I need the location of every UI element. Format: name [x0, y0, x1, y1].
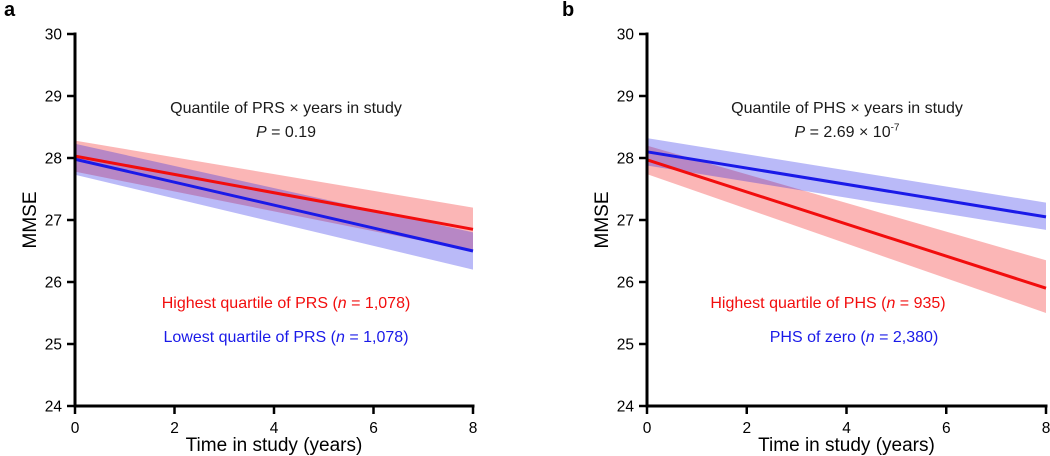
trend-line — [646, 158, 1047, 290]
x-tick-label: 0 — [71, 420, 80, 437]
legend-n-value: = 1,078) — [344, 329, 409, 346]
legend-n-value: = 1,078) — [346, 295, 411, 312]
panel-b-legend-phs-zero: PHS of zero (n = 2,380) — [770, 329, 939, 347]
y-tick-label: 28 — [617, 151, 634, 168]
n-symbol: n — [865, 329, 875, 346]
y-tick-label: 30 — [45, 27, 63, 44]
panel-a-annotation: Quantile of PRS × years in study P = 0.1… — [170, 97, 402, 145]
panel-b-label: b — [562, 0, 575, 21]
y-axis-title: MMSE — [20, 192, 41, 249]
panel-a-legend-lowest-quartile: Lowest quartile of PRS (n = 1,078) — [163, 329, 408, 347]
x-tick-label: 8 — [469, 420, 478, 437]
legend-n-value: = 935) — [895, 295, 946, 312]
x-tick-label: 4 — [270, 420, 279, 437]
y-tick-label: 29 — [617, 89, 634, 106]
panel-b: b 24 25 26 27 28 29 30 0 2 4 6 8 Time in study (year… — [525, 0, 1050, 456]
p-value-text: = 0.19 — [266, 124, 317, 141]
panel-a: a 24 25 26 27 28 29 30 0 2 4 6 8 Time in study (year… — [4, 0, 478, 456]
x-axis-title: Time in study (years) — [186, 435, 363, 456]
panel-b-annotation-line1: Quantile of PHS × years in study — [731, 100, 963, 117]
x-tick-label: 0 — [643, 420, 652, 437]
x-tick-label: 4 — [842, 420, 851, 437]
panel-b-annotation-pvalue: P = 2.69 × 10-7 — [731, 121, 963, 145]
p-symbol: P — [794, 124, 806, 141]
y-tick-label: 27 — [45, 213, 62, 230]
y-tick-label: 30 — [617, 27, 635, 44]
y-tick-label: 25 — [45, 337, 62, 354]
x-tick-label: 6 — [942, 420, 951, 437]
y-tick-label: 29 — [45, 89, 62, 106]
n-symbol: n — [336, 329, 345, 346]
trend-line — [646, 150, 1047, 219]
y-tick-label: 24 — [617, 399, 635, 416]
y-tick-label: 26 — [617, 275, 634, 292]
legend-text: Highest quartile of PHS ( — [710, 295, 887, 312]
panel-a-legend-highest-quartile: Highest quartile of PRS (n = 1,078) — [162, 295, 411, 313]
p-exponent: -7 — [890, 122, 900, 134]
y-axis-title: MMSE — [592, 192, 613, 249]
panel-a-annotation-pvalue: P = 0.19 — [170, 121, 402, 145]
legend-text: Highest quartile of PRS ( — [161, 295, 338, 312]
y-tick-label: 27 — [617, 213, 634, 230]
p-value-text: = 2.69 × 10 — [805, 124, 891, 141]
x-axis-title: Time in study (years) — [758, 435, 935, 456]
legend-text: PHS of zero ( — [769, 329, 866, 346]
x-tick-label: 8 — [1042, 420, 1050, 437]
panel-b-legend-highest-quartile: Highest quartile of PHS (n = 935) — [710, 295, 945, 313]
p-symbol: P — [255, 124, 267, 141]
ci-band — [647, 145, 1046, 313]
n-symbol: n — [337, 295, 347, 312]
panel-a-annotation-line1: Quantile of PRS × years in study — [170, 100, 402, 117]
y-tick-label: 26 — [45, 275, 62, 292]
x-tick-label: 6 — [369, 420, 378, 437]
x-tick-label: 2 — [742, 420, 751, 437]
legend-text: Lowest quartile of PRS ( — [163, 329, 337, 346]
y-tick-label: 25 — [617, 337, 634, 354]
panel-b-annotation: Quantile of PHS × years in study P = 2.6… — [731, 97, 963, 145]
y-tick-label: 24 — [45, 399, 63, 416]
y-tick-label: 28 — [45, 151, 62, 168]
x-tick-label: 2 — [170, 420, 179, 437]
ci-band — [75, 140, 473, 251]
trend-line — [74, 154, 474, 231]
panel-a-label: a — [4, 0, 16, 21]
trend-line — [74, 157, 474, 253]
legend-n-value: = 2,380) — [874, 329, 939, 346]
n-symbol: n — [886, 295, 896, 312]
